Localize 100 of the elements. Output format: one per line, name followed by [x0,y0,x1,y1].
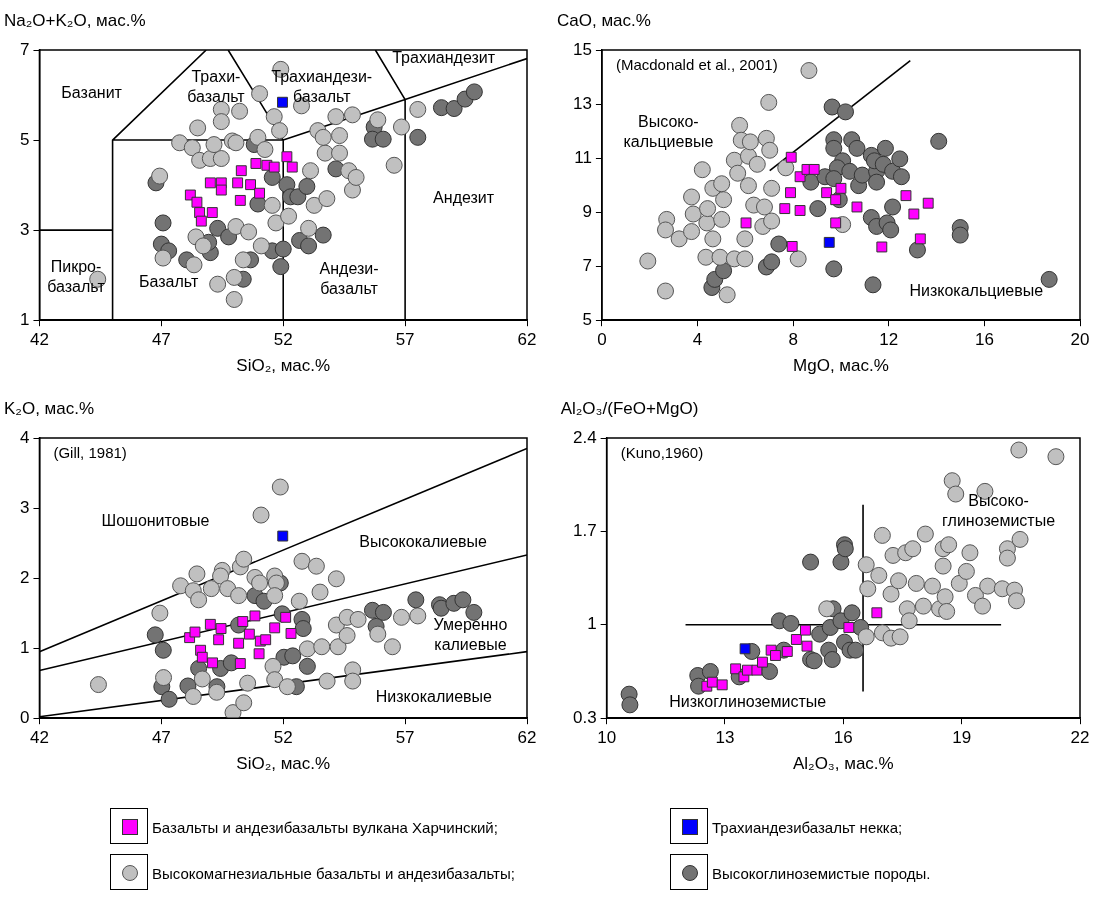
point [857,628,875,646]
point [763,179,781,197]
x-tick-label: 62 [517,728,537,748]
point [465,83,483,101]
annotation: Высоко- кальциевые [623,112,714,150]
point [870,566,888,584]
point [907,574,925,592]
y-tick-label: 13 [572,93,592,113]
point [1011,530,1029,548]
point [204,618,216,630]
point [786,240,798,252]
annotation: Трахи- базальт [187,67,246,105]
point [250,158,262,169]
y-tick-label: 4 [19,427,30,447]
point [657,282,674,300]
point [800,624,811,636]
y-tick-label: 1.7 [572,521,597,541]
point [974,597,992,615]
point [683,223,701,241]
annotation: Базанит [61,84,123,102]
point [704,230,722,248]
point [998,549,1016,567]
point [873,526,891,544]
point [825,139,843,157]
point [331,144,349,162]
point [260,634,272,646]
x-tick-label: 12 [879,330,899,350]
point [782,614,800,632]
point [272,258,290,276]
point [349,610,367,628]
x-tick-label: 13 [715,728,735,748]
point [409,607,427,625]
point [891,628,909,646]
y-tick-label: 2 [19,567,30,587]
point [290,592,308,610]
point [770,235,788,253]
point [716,679,728,691]
point [739,643,751,655]
point [209,219,227,237]
point [951,226,969,244]
x-axis-title: SiO₂, мас.% [236,356,331,376]
point [189,626,201,638]
y-tick-label: 5 [582,309,592,329]
x-tick-label: 19 [952,728,972,748]
point [957,562,975,580]
point [940,536,958,554]
point [251,85,269,103]
annotation: Умеренно калиевые [433,615,508,653]
point [239,674,257,692]
x-tick-label: 4 [692,330,703,350]
point [884,198,902,216]
point [706,676,718,688]
x-axis-title: SiO₂, мас.% [236,754,331,774]
point [234,658,246,670]
point [316,144,334,162]
point [232,177,244,189]
point [938,602,956,620]
point [890,572,908,590]
point [892,168,910,186]
point [851,201,863,213]
annotation: Шошонитовые [101,511,210,529]
point [904,540,922,558]
annotation: (Kuno,1960) [620,444,704,462]
point [713,210,731,228]
point [741,133,759,151]
x-tick-label: 42 [29,330,49,350]
y-axis-title: Na₂O+K₂O, мас.% [4,11,146,30]
y-axis-title: CaO, мас.% [557,11,651,30]
point [385,156,403,174]
point [277,530,289,542]
point [864,276,882,294]
point [979,577,997,595]
point [699,200,717,218]
y-axis-title: Al₂O₃/(FeO+MgO) [560,399,699,418]
point [277,96,288,108]
point [313,638,331,656]
point [731,116,749,134]
point [188,565,206,583]
point [916,525,934,543]
point [298,640,316,658]
point [657,221,674,239]
point [240,223,258,241]
y-tick-label: 1 [19,309,30,329]
point [1047,448,1065,466]
point [739,177,757,195]
point [715,262,733,280]
point [227,218,245,236]
point [212,150,230,168]
point [821,187,833,199]
annotation: Трахиандезит [392,49,496,67]
y-tick-label: 3 [19,219,30,239]
point [154,214,172,232]
x-tick-label: 52 [273,728,293,748]
point [256,141,274,159]
point [194,237,212,255]
point [876,139,894,157]
point [848,139,866,157]
point [154,249,172,267]
annotation: Низкокалиевые [375,687,493,705]
point [206,207,218,219]
